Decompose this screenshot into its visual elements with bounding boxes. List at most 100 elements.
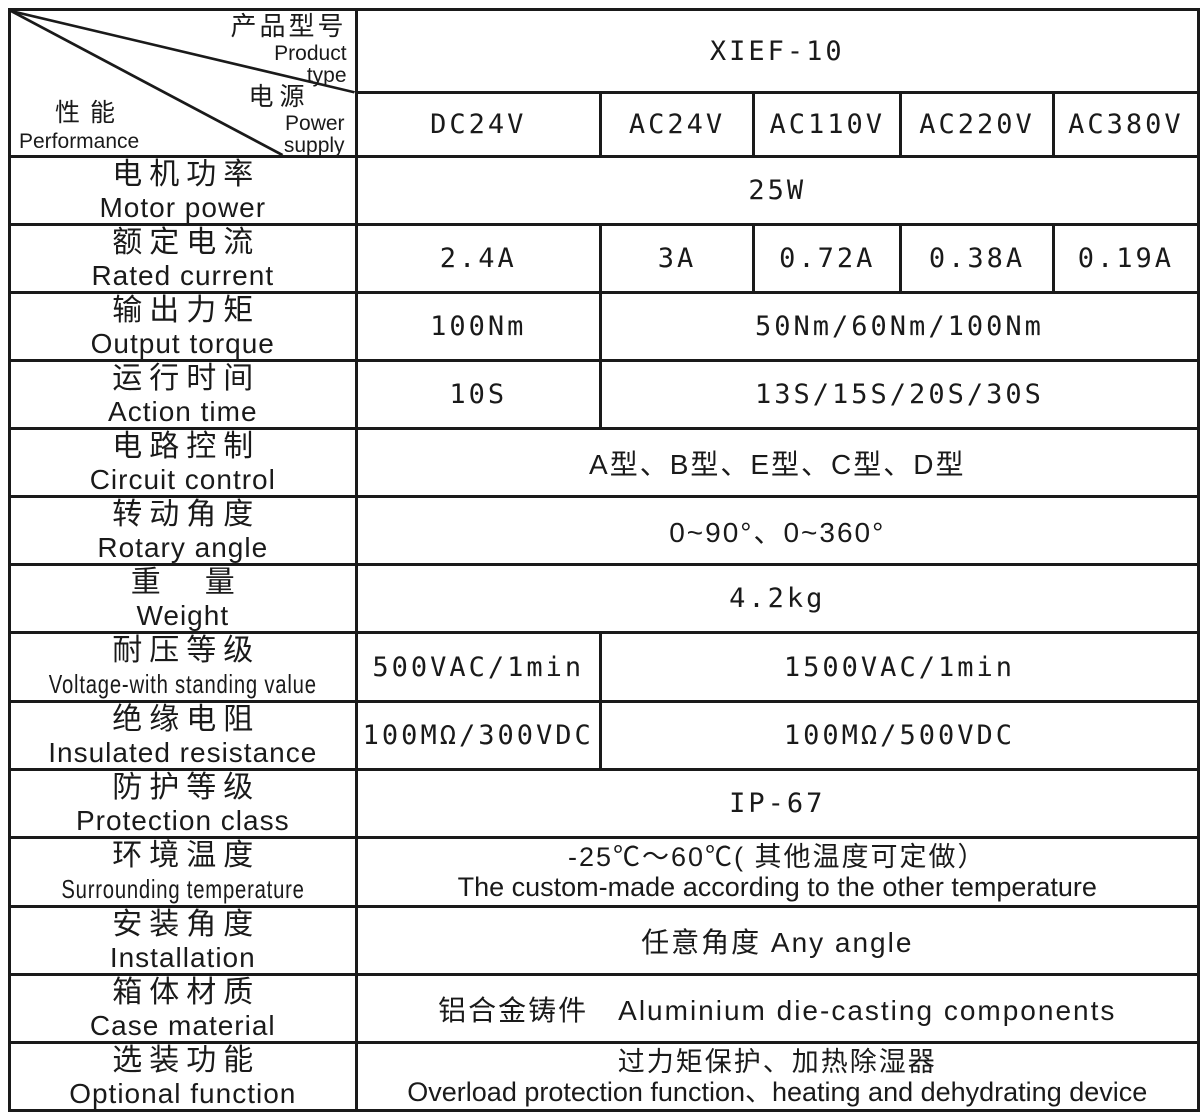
cell-output-torque-ac: 50Nm/60Nm/100Nm [598,291,1200,362]
label-en: Rated current [91,260,275,291]
row-optional-function: 选装功能 Optional function 过力矩保护、加热除湿器 Overl… [8,1041,1200,1112]
label-zh: 环境温度 [112,839,261,872]
cell-output-torque-dc: 100Nm [354,291,602,362]
cell-protection-class: IP-67 [354,768,1200,839]
cell-circuit-control: A型、B型、E型、C型、D型 [354,427,1200,498]
spec-sheet: 产品型号 Product type 电源 Power supply 性能 Per… [8,8,1200,1112]
cell-voltage-ac: 1500VAC/1min [598,631,1200,703]
row-rotary-angle: 转动角度 Rotary angle 0~90°、0~360° [8,495,1200,566]
cell-surrounding-temperature: -25℃～60℃( 其他温度可定做） The custom-made accor… [354,836,1200,908]
row-insulated-resistance: 绝缘电阻 Insulated resistance 100MΩ/300VDC 1… [8,700,1200,771]
row-case-material: 箱体材质 Case material 铝合金铸件 Aluminium die-c… [8,973,1200,1044]
label-en: Voltage-with standing value [48,669,317,699]
product-type-value: XIEF-10 [354,8,1200,94]
label-zh: 防护等级 [112,771,261,804]
corner-power-supply-label: 电源 Power supply [249,85,345,157]
label-optional-function: 选装功能 Optional function [8,1041,358,1112]
cell-installation: 任意角度 Any angle [354,905,1200,976]
label-insulated-resistance: 绝缘电阻 Insulated resistance [8,700,358,771]
label-en: Protection class [75,805,290,836]
row-installation: 安装角度 Installation 任意角度 Any angle [8,905,1200,976]
label-zh: 箱体材质 [112,976,261,1009]
label-rotary-angle: 转动角度 Rotary angle [8,495,358,566]
row-circuit-control: 电路控制 Circuit control A型、B型、E型、C型、D型 [8,427,1200,498]
corner-diagonal-lower [11,11,284,155]
row-protection-class: 防护等级 Protection class IP-67 [8,768,1200,839]
label-zh: 选装功能 [112,1044,261,1077]
power-column-dc24v: DC24V [354,91,602,158]
cell-motor-power: 25W [354,155,1200,226]
label-en: Weight [136,600,230,631]
performance-zh: 性能 [55,99,126,127]
row-product-type: 产品型号 Product type 电源 Power supply 性能 Per… [8,8,1200,158]
label-rated-current: 额定电流 Rated current [8,223,358,294]
label-en: Case material [89,1010,276,1041]
cell-action-time-ac: 13S/15S/20S/30S [598,359,1200,430]
label-circuit-control: 电路控制 Circuit control [8,427,358,498]
label-case-material: 箱体材质 Case material [8,973,358,1044]
label-zh: 电路控制 [112,430,261,463]
label-weight: 重 量 Weight [8,563,358,634]
row-rated-current: 额定电流 Rated current 2.4A 3A 0.72A 0.38A 0… [8,223,1200,294]
label-en: Rotary angle [97,532,269,563]
cell-rated-current-ac380v: 0.19A [1051,223,1200,294]
label-zh: 绝缘电阻 [112,703,261,736]
power-column-ac380v: AC380V [1051,91,1200,158]
label-en: Action time [108,396,258,427]
power-supply-en-line1: Power [285,112,345,135]
cell-optional-function: 过力矩保护、加热除湿器 Overload protection function… [354,1041,1200,1112]
cell-rated-current-ac220v: 0.38A [899,223,1055,294]
power-supply-zh: 电源 [248,83,311,111]
label-zh: 耐压等级 [112,634,261,667]
label-zh: 安装角度 [112,908,261,941]
optional-function-en: Overload protection function、heating and… [407,1076,1148,1107]
corner-diagonal-lines [11,11,355,155]
row-voltage-withstanding: 耐压等级 Voltage-with standing value 500VAC/… [8,631,1200,703]
performance-en: Performance [19,130,140,153]
product-type-zh: 产品型号 [230,11,347,41]
corner-header-cell: 产品型号 Product type 电源 Power supply 性能 Per… [8,8,358,158]
cell-rated-current-dc24v: 2.4A [354,223,602,294]
label-motor-power: 电机功率 Motor power [8,155,358,226]
label-zh: 输出力矩 [112,294,261,327]
row-power-supply: DC24V AC24V AC110V AC220V AC380V [10,91,1200,158]
label-output-torque: 输出力矩 Output torque [8,291,358,362]
row-weight: 重 量 Weight 4.2kg [8,563,1200,634]
temperature-note: The custom-made according to the other t… [457,872,1097,902]
spec-table: 产品型号 Product type 电源 Power supply 性能 Per… [8,8,1200,1112]
label-en: Output torque [90,328,275,359]
corner-product-type-label: 产品型号 Product type [231,13,347,87]
label-en: Optional function [69,1078,297,1109]
row-motor-power: 电机功率 Motor power 25W [8,155,1200,226]
power-column-ac24v: AC24V [598,91,756,158]
cell-rated-current-ac24v: 3A [598,223,756,294]
label-voltage-withstanding: 耐压等级 Voltage-with standing value [8,631,358,703]
label-zh: 转动角度 [112,498,261,531]
row-action-time: 运行时间 Action time 10S 13S/15S/20S/30S [8,359,1200,430]
temperature-range: -25℃～60℃( 其他温度可定做） [567,842,987,872]
label-en: Surrounding temperature [61,874,305,904]
label-zh: 运行时间 [112,362,261,395]
row-surrounding-temperature: 环境温度 Surrounding temperature -25℃～60℃( 其… [8,836,1200,908]
cell-insulated-dc: 100MΩ/300VDC [354,700,602,771]
row-output-torque: 输出力矩 Output torque 100Nm 50Nm/60Nm/100Nm [8,291,1200,362]
cell-rated-current-ac110v: 0.72A [752,223,903,294]
label-action-time: 运行时间 Action time [8,359,358,430]
power-column-ac220v: AC220V [899,91,1055,158]
label-en: Installation [109,942,256,973]
product-type-en-line2: type [306,64,347,87]
power-supply-en-line2: supply [283,134,345,157]
label-zh: 电机功率 [112,158,261,191]
cell-weight: 4.2kg [354,563,1200,634]
corner-performance-label: 性能 Performance [19,101,139,153]
cell-case-material: 铝合金铸件 Aluminium die-casting components [354,973,1200,1044]
label-en: Motor power [99,192,267,223]
cell-voltage-dc: 500VAC/1min [354,631,602,703]
cell-action-time-dc: 10S [354,359,602,430]
cell-rotary-angle: 0~90°、0~360° [354,495,1200,566]
label-zh: 重 量 [130,566,242,599]
optional-function-zh: 过力矩保护、加热除湿器 [617,1046,937,1077]
power-column-ac110v: AC110V [752,91,903,158]
cell-insulated-ac: 100MΩ/500VDC [598,700,1200,771]
corner-diagonal-upper [11,11,355,94]
